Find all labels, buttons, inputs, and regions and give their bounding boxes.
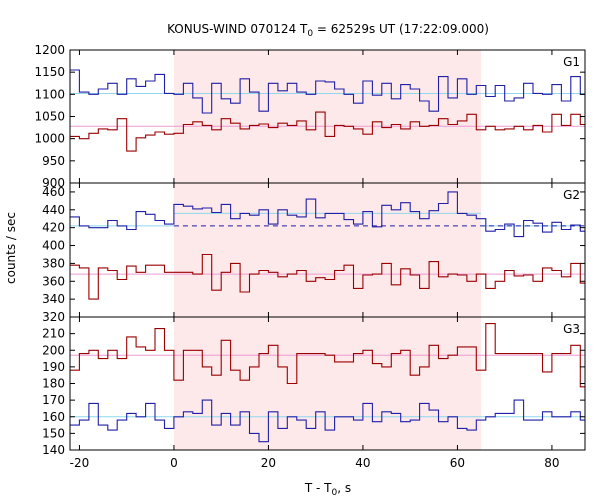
y-tick-label: 400: [42, 239, 65, 253]
y-tick-label: 340: [42, 292, 65, 306]
x-tick-label: 0: [170, 456, 178, 470]
x-axis-label-suffix: , s: [337, 481, 351, 495]
y-tick-label: 440: [42, 203, 65, 217]
x-axis-label: T - T0, s: [304, 481, 351, 498]
panel-label: G2: [563, 188, 580, 202]
y-tick-label: 1050: [34, 110, 65, 124]
y-tick-label: 950: [42, 154, 65, 168]
chart-title: KONUS-WIND 070124 T0 = 62529s UT (17:22:…: [167, 22, 489, 39]
burst-interval-shade: [173, 183, 482, 317]
y-tick-label: 360: [42, 274, 65, 288]
panels: 900 950 1000 1050 1100 1150 1200 G1 320 340 360 380…: [34, 43, 586, 470]
x-tick-label: 80: [544, 456, 559, 470]
count-histogram-red: [70, 253, 585, 300]
y-tick-label: 140: [42, 443, 65, 457]
panel-G1: 900 950 1000 1050 1100 1150 1200 G1: [34, 43, 586, 190]
x-tick-label: 40: [355, 456, 370, 470]
y-axis-label: counts / sec: [4, 212, 18, 284]
chart-title-subscript: 0: [307, 29, 313, 39]
x-axis-label-subscript: 0: [332, 488, 338, 498]
y-tick-label: 210: [42, 327, 65, 341]
y-tick-label: 1100: [34, 87, 65, 101]
chart-title-suffix: = 62529s UT (17:22:09.000): [313, 22, 489, 36]
y-tick-label: 180: [42, 377, 65, 391]
x-tick-label: -20: [70, 456, 90, 470]
panel-G2: 320 340 360 380 400 420 440 460 G2: [42, 182, 586, 324]
chart-title-prefix: KONUS-WIND 070124 T: [167, 22, 308, 36]
y-tick-label: 1200: [34, 43, 65, 57]
x-axis-label-prefix: T - T: [304, 481, 332, 495]
count-histogram-blue: [70, 399, 585, 443]
x-tick-label: 20: [261, 456, 276, 470]
y-tick-label: 380: [42, 256, 65, 270]
count-histogram-blue: [70, 191, 585, 238]
panel-G3: 140 150 160 170 180 190 200 210 G3 -20 0 20 40 60 80: [42, 316, 586, 470]
y-tick-label: 420: [42, 221, 65, 235]
count-histogram-red: [70, 323, 585, 388]
y-tick-label: 160: [42, 410, 65, 424]
y-tick-label: 460: [42, 185, 65, 199]
burst-interval-shade: [173, 317, 482, 450]
count-histogram-blue: [70, 69, 585, 114]
y-tick-label: 200: [42, 343, 65, 357]
burst-interval-shade: [173, 50, 482, 183]
y-tick-label: 1150: [34, 65, 65, 79]
y-tick-label: 320: [42, 310, 65, 324]
y-tick-label: 150: [42, 426, 65, 440]
x-tick-label: 60: [450, 456, 465, 470]
panel-label: G1: [563, 55, 580, 69]
y-tick-label: 190: [42, 360, 65, 374]
y-tick-label: 170: [42, 393, 65, 407]
panel-label: G3: [563, 322, 580, 336]
y-tick-label: 900: [42, 176, 65, 190]
count-histogram-red: [70, 111, 585, 152]
y-tick-label: 1000: [34, 132, 65, 146]
